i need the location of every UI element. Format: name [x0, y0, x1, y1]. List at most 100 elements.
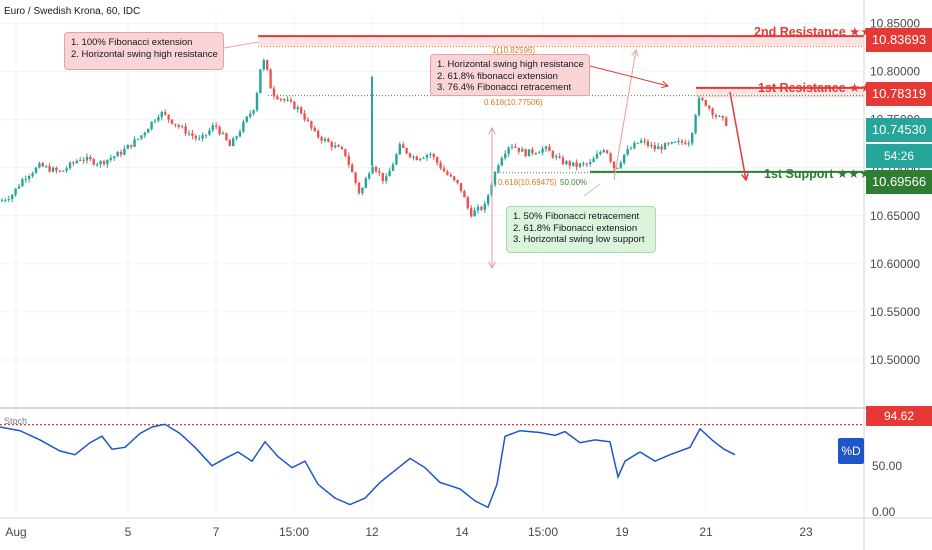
annotation-line: 3. 76.4% Fibonacci retracement — [437, 82, 572, 93]
current-price-tag: 10.74530 — [866, 118, 932, 142]
candle-body — [510, 146, 514, 148]
candle-body — [85, 156, 89, 161]
candle-body — [578, 163, 582, 167]
candle-body — [395, 154, 398, 165]
candle-body — [201, 134, 204, 139]
candle-body — [361, 187, 364, 194]
candle-body — [602, 150, 605, 153]
candle-body — [17, 186, 21, 189]
candle-body — [677, 140, 680, 142]
candle-body — [313, 127, 316, 131]
candle-body — [262, 60, 265, 70]
stoch-label: Stoch — [4, 416, 28, 426]
candle-body — [167, 114, 170, 120]
candle-body — [215, 125, 218, 127]
candle-body — [708, 105, 711, 109]
candle-body — [330, 142, 333, 148]
candle-body — [96, 164, 99, 166]
candle-body — [381, 172, 384, 181]
candle-body — [289, 99, 293, 102]
candle-body — [714, 115, 718, 117]
fib-arrow-diagonal — [613, 49, 637, 181]
candle-body — [225, 133, 228, 141]
candle-body — [374, 166, 378, 172]
candle-body — [187, 133, 191, 135]
candle-body — [680, 140, 684, 143]
stoch-series-tag: %D — [838, 438, 864, 464]
candle-body — [643, 140, 646, 142]
candle-body — [419, 158, 422, 161]
candle-body — [143, 132, 146, 136]
x-tick-label: 19 — [615, 525, 629, 539]
candle-body — [524, 149, 527, 157]
candle-body — [439, 162, 442, 169]
candle-body — [116, 152, 119, 157]
candle-body — [701, 98, 704, 101]
candle-body — [555, 156, 558, 158]
candle-body — [242, 121, 245, 132]
x-tick-label: 15:00 — [279, 525, 309, 539]
candle-body — [181, 126, 184, 128]
resistance2-label: 2nd Resistance ★★ — [754, 25, 872, 39]
candle-body — [34, 167, 38, 174]
candle-body — [191, 133, 194, 136]
candle-body — [252, 110, 255, 114]
callout-pointer — [589, 65, 669, 87]
candle-body — [218, 126, 221, 135]
candle-body — [408, 153, 412, 158]
x-tick-label: 5 — [125, 525, 132, 539]
projection-arrow — [729, 91, 747, 181]
annotation-line: 1. Horizontal swing high resistance — [437, 59, 584, 70]
candle-body — [177, 125, 180, 127]
candle-body — [24, 178, 27, 180]
candle-body — [704, 100, 707, 106]
candle-body — [140, 135, 143, 139]
candle-body — [45, 166, 48, 168]
candle-body — [334, 145, 337, 148]
candle-body — [500, 158, 503, 166]
candle-body — [14, 188, 17, 195]
candle-body — [657, 146, 660, 150]
annotation-top-center: 1. Horizontal swing high resistance 2. 6… — [430, 54, 590, 96]
candle-body — [558, 156, 561, 158]
candle-body — [561, 157, 565, 165]
candle-body — [133, 139, 136, 147]
candle-body — [456, 179, 459, 184]
callout-pointer-bottom — [583, 183, 601, 197]
candle-body — [28, 175, 31, 179]
candle-body — [157, 117, 160, 121]
fib-ext-618-top-label: 0.618(10.77506) — [484, 98, 543, 107]
candle-body — [72, 162, 75, 164]
candle-body — [106, 159, 109, 165]
candle-body — [402, 144, 405, 148]
candle-body — [136, 138, 140, 140]
candle-body — [629, 148, 633, 150]
candle-body — [323, 139, 327, 141]
candle-body — [568, 161, 571, 166]
candle-body — [164, 111, 167, 115]
stoch-tick-label: 0.00 — [872, 505, 896, 519]
candle-body — [296, 107, 299, 110]
candle-body — [534, 153, 537, 155]
candle-body — [344, 148, 347, 157]
candle-body — [245, 116, 248, 122]
candle-body — [272, 88, 276, 97]
chart-title: Euro / Swedish Krona, 60, IDC — [4, 6, 141, 17]
fib-ext-100-label: 1(10.82596) — [492, 46, 536, 55]
candle-body — [327, 139, 330, 143]
candle-body — [249, 113, 252, 117]
candle-body — [113, 156, 116, 159]
fib-arrow-diagonal-head — [631, 48, 639, 57]
candle-body — [357, 182, 361, 194]
candle-body — [194, 135, 197, 139]
candle-body — [721, 115, 724, 118]
candle-body — [670, 141, 673, 144]
candle-body — [667, 143, 670, 145]
candle-body — [259, 69, 262, 94]
x-tick-label: 15:00 — [528, 525, 558, 539]
candle-body — [436, 157, 439, 163]
annotation-line: 1. 100% Fibonacci extension — [71, 37, 193, 48]
y-tick-label: 10.50000 — [870, 353, 920, 367]
candle-body — [75, 160, 78, 163]
annotation-line: 2. Horizontal swing high resistance — [71, 48, 218, 60]
